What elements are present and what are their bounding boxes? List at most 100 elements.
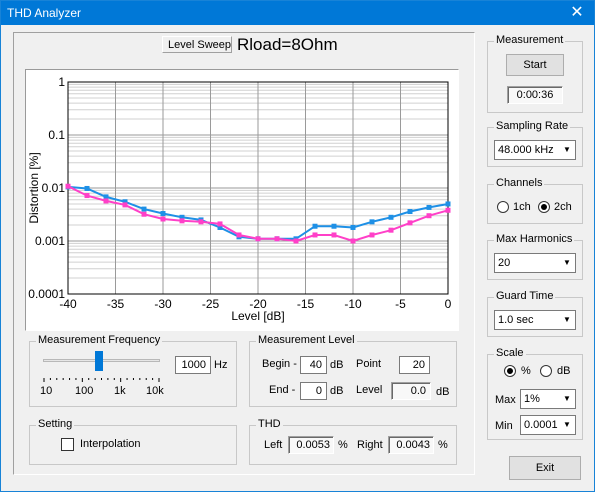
scale-db-radio[interactable]: [540, 365, 552, 377]
series-2-point: [198, 219, 204, 225]
end-label: End -: [269, 384, 296, 396]
channel-1ch-label[interactable]: 1ch: [513, 201, 531, 213]
scale-min-label: Min: [495, 420, 513, 432]
series-1-point: [84, 185, 90, 191]
guard-time-legend: Guard Time: [494, 290, 556, 302]
interpolation-label[interactable]: Interpolation: [80, 438, 141, 450]
series-2-point: [350, 238, 356, 244]
series-2-point: [274, 236, 280, 242]
frequency-slider-ticks: [43, 373, 160, 382]
x-tick-label: -15: [297, 297, 315, 311]
thd-left-readout: 0.0053: [288, 436, 334, 454]
begin-input[interactable]: 40: [300, 356, 327, 374]
measurement-level-group: Measurement Level Begin - 40 dB Point 20…: [249, 334, 457, 407]
exit-button[interactable]: Exit: [509, 456, 581, 480]
point-input[interactable]: 20: [399, 356, 430, 374]
frequency-slider-thumb[interactable]: [95, 351, 104, 371]
x-axis-label: Level [dB]: [231, 309, 284, 323]
guard-time-group: Guard Time 1.0 sec ▼: [487, 290, 583, 337]
series-1-point: [350, 224, 356, 230]
setting-legend: Setting: [36, 418, 75, 430]
elapsed-time-readout: 0:00:36: [507, 86, 563, 104]
scale-percent-label[interactable]: %: [521, 365, 531, 377]
elapsed-time-value: 0:00:36: [516, 89, 554, 101]
thd-right-label: Right: [357, 439, 383, 451]
thd-left-value: 0.0053: [296, 439, 330, 451]
scale-db-label[interactable]: dB: [557, 365, 571, 377]
chevron-down-icon: ▼: [559, 255, 574, 271]
begin-label: Begin -: [262, 358, 297, 370]
window-title: THD Analyzer: [7, 6, 82, 20]
slider-scale-10k: 10k: [146, 385, 164, 397]
series-2-point: [160, 216, 166, 222]
channel-2ch-label[interactable]: 2ch: [554, 201, 572, 213]
x-tick-label: -5: [395, 297, 406, 311]
level-readout-value: 0.0: [410, 385, 426, 397]
thd-left-unit: %: [338, 439, 348, 451]
scale-min-value: 0.0001: [524, 419, 558, 431]
scale-max-label: Max: [495, 394, 516, 406]
series-2-point: [293, 238, 299, 244]
guard-time-value: 1.0 sec: [498, 314, 534, 326]
series-2-point: [84, 193, 90, 199]
series-1-point: [122, 199, 128, 205]
sweep-mode-box: Level Sweep: [162, 36, 232, 53]
series-1-point: [445, 201, 451, 207]
scale-max-select[interactable]: 1% ▼: [520, 389, 576, 409]
series-1-point: [312, 223, 318, 229]
chevron-down-icon: ▼: [559, 391, 574, 407]
rload-label: Rload=8Ohm: [237, 35, 338, 54]
series-1-point: [141, 206, 147, 212]
sampling-rate-select[interactable]: 48.000 kHz ▼: [494, 140, 576, 160]
max-harmonics-legend: Max Harmonics: [494, 233, 575, 245]
series-1-point: [160, 211, 166, 217]
thd-left-label: Left: [264, 439, 283, 451]
scale-group: Scale % dB Max 1% ▼ Min 0.0001 ▼: [487, 347, 583, 440]
measurement-level-legend: Measurement Level: [256, 334, 357, 346]
channel-1ch-radio[interactable]: [497, 201, 509, 213]
frequency-input[interactable]: 1000: [175, 356, 211, 374]
thd-group: THD Left 0.0053 % Right 0.0043 %: [249, 418, 457, 465]
series-2-point: [369, 232, 375, 238]
start-button[interactable]: Start: [506, 54, 564, 76]
interpolation-checkbox[interactable]: [61, 438, 74, 451]
scale-percent-radio[interactable]: [504, 365, 516, 377]
x-tick-label: -40: [59, 297, 77, 311]
close-icon[interactable]: ✕: [570, 4, 584, 21]
channel-2ch-radio[interactable]: [538, 201, 550, 213]
level-readout: 0.0: [391, 382, 431, 400]
level-db-unit: dB: [436, 386, 450, 398]
series-1-point: [369, 219, 375, 225]
series-2-point: [407, 220, 413, 226]
sampling-rate-value: 48.000 kHz: [498, 144, 554, 156]
end-input[interactable]: 0: [300, 382, 327, 400]
max-harmonics-select[interactable]: 20 ▼: [494, 253, 576, 273]
sampling-rate-legend: Sampling Rate: [494, 120, 571, 132]
series-2-point: [426, 213, 432, 219]
scale-min-select[interactable]: 0.0001 ▼: [520, 415, 576, 435]
series-2-point: [388, 227, 394, 233]
series-1-point: [217, 224, 223, 230]
channels-legend: Channels: [494, 177, 545, 189]
setting-group: Setting Interpolation: [29, 418, 237, 465]
point-label: Point: [356, 358, 382, 370]
thd-right-unit: %: [438, 439, 448, 451]
end-db-unit: dB: [330, 385, 344, 397]
series-1-point: [407, 209, 413, 215]
sweep-mode-label: Level Sweep: [168, 39, 231, 51]
series-2-point: [445, 207, 451, 213]
x-tick-label: -30: [154, 297, 172, 311]
guard-time-select[interactable]: 1.0 sec ▼: [494, 310, 576, 330]
graph-panel: [13, 32, 475, 475]
channels-group: Channels 1ch 2ch: [487, 177, 583, 224]
y-tick-label: 0.1: [48, 128, 65, 142]
x-tick-label: 0: [445, 297, 452, 311]
series-2-point: [141, 211, 147, 217]
x-tick-label: -25: [202, 297, 220, 311]
series-2-point: [122, 202, 128, 208]
max-harmonics-group: Max Harmonics 20 ▼: [487, 233, 583, 280]
chevron-down-icon: ▼: [559, 417, 574, 433]
thd-legend: THD: [256, 418, 283, 430]
chevron-down-icon: ▼: [559, 312, 574, 328]
